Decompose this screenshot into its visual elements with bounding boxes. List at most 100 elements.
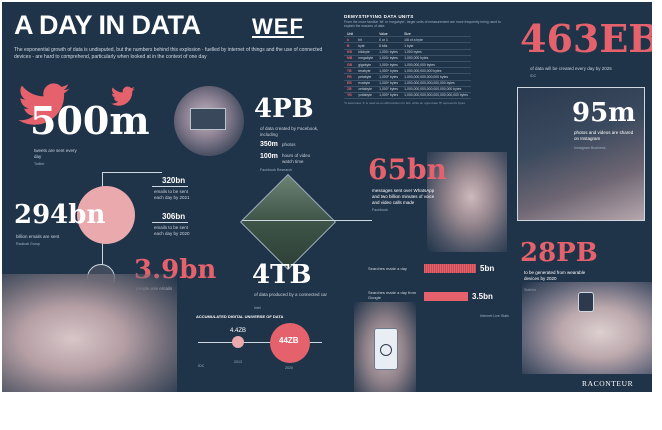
wearables-stat-value: 28PB bbox=[520, 238, 598, 268]
search-source: Internet Live Stats bbox=[480, 314, 509, 318]
woman-phone-photo bbox=[427, 152, 507, 252]
emails-2021-value: 320bn bbox=[162, 176, 186, 185]
universe-circle-2013 bbox=[232, 336, 244, 348]
search-bar-1-value: 5bn bbox=[480, 264, 495, 273]
universe-year-2020: 2020 bbox=[285, 366, 293, 370]
unit-abbr: ZB bbox=[344, 86, 356, 93]
unit-name: terabyte bbox=[355, 67, 377, 75]
unit-value: 1,000⁷ bytes bbox=[376, 86, 402, 93]
unit-name: exabyte bbox=[355, 80, 377, 87]
unit-size: 1,000,000,000,000,000,000 bytes bbox=[401, 80, 471, 87]
units-footnote: *A lowercase 'b' is used as an abbreviat… bbox=[344, 101, 466, 106]
instagram-stat-value: 95m bbox=[572, 98, 636, 128]
units-row: MB megabyte 1,000² bytes 1,000,000 bytes bbox=[344, 55, 471, 62]
unit-size: 1,000,000,000,000,000 bytes bbox=[401, 73, 471, 81]
wearables-stat-desc: to be generated from wearable devices by… bbox=[524, 270, 586, 281]
car-aerial-photo bbox=[239, 173, 337, 271]
unit-size: 1,000,000 bytes bbox=[401, 55, 471, 62]
unit-abbr: MB bbox=[344, 55, 356, 62]
unit-abbr: GB bbox=[344, 61, 356, 69]
emails-stat-desc: billion emails are sent bbox=[16, 234, 60, 239]
google-search-circle-icon bbox=[380, 344, 392, 356]
unit-size: 1,000,000,000 bytes bbox=[401, 61, 471, 69]
unit-value: 1,000⁴ bytes bbox=[376, 67, 402, 75]
page-title: A DAY IN DATA bbox=[14, 10, 201, 40]
unit-value: 1,000⁶ bytes bbox=[376, 80, 402, 87]
car-stat-desc: of data produced by a connected car bbox=[254, 292, 328, 297]
search-bar-2-value: 3.5bn bbox=[472, 292, 493, 301]
universe-value-2013: 4.4ZB bbox=[230, 328, 247, 334]
facebook-video-value: 100m bbox=[260, 153, 278, 160]
units-col-size: Size bbox=[401, 31, 471, 38]
unit-value: 1,000² bytes bbox=[376, 55, 402, 62]
unit-name: gigabyte bbox=[355, 61, 377, 69]
emails-stat-source: Radicati Group bbox=[16, 242, 40, 246]
tweets-stat-source: Twitter bbox=[34, 162, 45, 166]
unit-abbr: B bbox=[344, 42, 356, 50]
emails-stat-value: 294bn bbox=[14, 200, 106, 230]
tweets-stat-value: 500m bbox=[30, 98, 150, 143]
unit-name: megabyte bbox=[355, 55, 377, 62]
units-panel: DEMYSTIFYING DATA UNITS From the more fa… bbox=[344, 14, 502, 105]
units-row: ZB zettabyte 1,000⁷ bytes 1,000,000,000,000… bbox=[344, 86, 471, 93]
unit-size: 1,000 bytes bbox=[401, 49, 471, 56]
units-header-row: Unit Value Size bbox=[344, 31, 471, 38]
unit-size: 1,000,000,000,000,000,000,000,000 bytes bbox=[401, 92, 471, 100]
eb-stat-value: 463EB bbox=[520, 16, 652, 61]
unit-abbr: b bbox=[344, 36, 356, 44]
units-row: YB yottabyte 1,000⁸ bytes 1,000,000,000,000… bbox=[344, 92, 471, 100]
tweets-stat-desc: tweets are sent every day bbox=[34, 148, 77, 159]
unit-abbr: YB bbox=[344, 92, 356, 100]
universe-year-2013: 2013 bbox=[234, 360, 242, 364]
unit-name: byte bbox=[355, 42, 377, 50]
unit-abbr: PB bbox=[344, 73, 356, 81]
units-title: DEMYSTIFYING DATA UNITS bbox=[344, 14, 414, 19]
facebook-video-desc: hours of video watch time bbox=[282, 153, 311, 164]
instagram-stat-desc: photos and videos are shared on Instagra… bbox=[574, 130, 634, 141]
emails-2020-rule bbox=[152, 222, 188, 223]
email-connector-line bbox=[102, 172, 162, 173]
units-subtitle: From the more familiar 'bit' or 'megabyt… bbox=[344, 20, 501, 28]
infographic-poster: A DAY IN DATA WEF The exponential growth… bbox=[2, 2, 652, 392]
facebook-stat-source: Facebook Research bbox=[260, 168, 293, 172]
units-row: KB kilobyte 1,000¹ bytes 1,000 bytes bbox=[344, 49, 471, 56]
universe-title: ACCUMULATED DIGITAL UNIVERSE OF DATA bbox=[196, 314, 284, 319]
search-bar-2-label: Searches made a day from Google bbox=[368, 290, 417, 300]
unit-value: 1,000⁸ bytes bbox=[376, 92, 402, 100]
intro-text: The exponential growth of data is undisp… bbox=[14, 47, 323, 60]
facebook-stat-value: 4PB bbox=[254, 94, 314, 124]
unit-abbr: KB bbox=[344, 49, 356, 56]
eb-stat-source: IDC bbox=[530, 74, 537, 78]
units-col-unit: Unit bbox=[344, 31, 377, 38]
car-connector-line bbox=[242, 220, 372, 221]
wef-logo: WEF bbox=[252, 14, 304, 39]
facebook-photos-value: 350m bbox=[260, 141, 278, 148]
car-stat-source: Intel bbox=[254, 306, 261, 310]
unit-value: 8 bits bbox=[376, 42, 402, 50]
emails-2021-desc: emails to be sent each day by 2021 bbox=[154, 189, 190, 200]
laptop-photo-circle bbox=[174, 86, 244, 156]
universe-value-2020: 44ZB bbox=[279, 336, 299, 345]
unit-name: bit bbox=[355, 36, 377, 44]
instagram-stat-source: Instagram Business bbox=[574, 146, 606, 150]
unit-size: 1,000,000,000,000,000,000,000 bytes bbox=[401, 86, 471, 93]
universe-axis-line bbox=[198, 342, 322, 343]
unit-name: petabyte bbox=[355, 73, 377, 81]
emails-2020-desc: emails to be sent each day by 2020 bbox=[154, 225, 190, 236]
unit-name: kilobyte bbox=[355, 49, 377, 56]
search-bar-1-label: Searches made a day bbox=[368, 266, 407, 271]
universe-source: IDC bbox=[198, 364, 205, 368]
unit-value: 0 or 1 bbox=[376, 36, 402, 44]
units-col-value: Value bbox=[376, 31, 402, 38]
man-in-bed-photo bbox=[2, 274, 177, 392]
units-table: Unit Value Size b bit 0 or 1 1/8 of a byte … bbox=[344, 31, 471, 100]
unit-name: yottabyte bbox=[355, 92, 377, 100]
raconteur-logo: RACONTEUR bbox=[582, 379, 634, 388]
units-row: b bit 0 or 1 1/8 of a byte bbox=[344, 36, 471, 44]
emails-2020-value: 306bn bbox=[162, 212, 186, 221]
units-row: TB terabyte 1,000⁴ bytes 1,000,000,000,000 … bbox=[344, 67, 471, 75]
units-row: PB petabyte 1,000⁵ bytes 1,000,000,000,000,… bbox=[344, 73, 471, 81]
unit-value: 1,000⁵ bytes bbox=[376, 73, 402, 81]
unit-abbr: EB bbox=[344, 80, 356, 87]
